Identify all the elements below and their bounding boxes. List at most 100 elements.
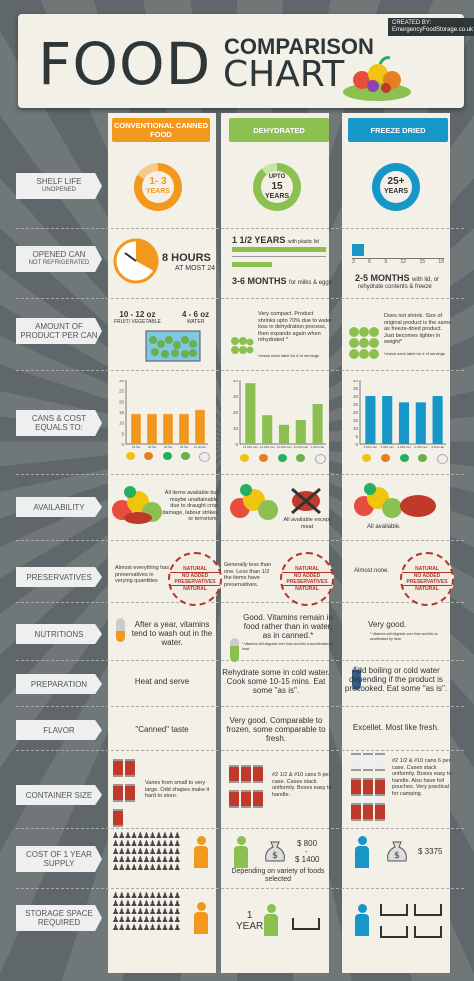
person-icon [355,836,369,868]
stamp-bottom: NATURAL [295,586,319,592]
bar [195,409,205,444]
people-grid-storage: ♟♟♟♟♟♟♟♟♟♟♟ ♟♟♟♟♟♟♟♟♟♟♟ ♟♟♟♟♟♟♟♟♟♟♟ ♟♟♟♟♟♟♟… [112,891,181,932]
corn-icon [362,454,371,462]
y-tick-label: 20 [353,410,359,415]
y-tick-label: 25 [353,402,359,407]
row-label-text: SHELF LIFE [36,177,82,186]
bed-icon [292,918,320,930]
peas-icon [296,454,306,462]
nutrition-dehydrated-note: * Vitamins will degrade over time and th… [242,642,334,651]
egg-icon [437,454,448,464]
row-separator [16,602,464,603]
row-label-container: CONTAINER SIZE [16,785,102,805]
can-icon [241,790,251,808]
cans-stack-dehydrated [228,764,272,814]
shelf-value: 25+ [387,176,405,187]
person-icon [355,904,369,936]
stamp-mid: NO ADDED PRESERVATIVES [282,572,332,586]
credit-line2: EmergencyFoodStorage.co.uk [392,27,474,33]
shelf-prefix: UPTO [268,174,286,180]
row-label-shelf-life: SHELF LIFE UNOPENED [16,173,102,199]
container-dehydrated: #2 1/2 & #10 cans 6 per case. Cases stac… [272,772,332,798]
bar [147,414,157,444]
chart-freeze-dried: 0 5 10 15 20 25 30 35 40 4 #10 can 4 #10 can 4 #10 … [350,378,446,449]
bar [382,396,393,444]
row-label-sub: NOT REFRIGERATED [28,260,90,266]
opened-dehyd-a: 1 1/2 YEARS with plastic lid [232,235,319,245]
corn-icon [240,454,249,462]
people-grid-canned: ♟♟♟♟♟♟♟♟♟♟♟ ♟♟♟♟♟♟♟♟♟♟♟ ♟♟♟♟♟♟♟♟♟♟♟ ♟♟♟♟♟♟♟… [112,831,181,872]
storage-number: 1 [246,910,253,921]
carrot-icon [144,452,154,460]
preparation-freeze: Add boiling or cold water depending if t… [344,666,448,693]
chart-icons-freeze [362,454,448,464]
preservatives-dehydrated: Generally less than one. Less than 1/2 t… [224,562,272,588]
svg-text:$: $ [272,851,278,861]
fruit-bowl-icon [343,56,411,101]
opened-dehyd-b-small: for milks & eggs [289,280,332,286]
amount-canned-a-small: FRUIT/ VEGETABLE [114,319,161,325]
row-label-amount: AMOUNT OF PRODUCT PER CAN [16,318,102,344]
row-separator [16,228,464,229]
opened-dehyd-a-big: 1 1/2 YEARS [232,235,286,245]
no-preservatives-stamp: NATURAL NO ADDED PRESERVATIVES NATURAL [280,552,334,606]
opened-freeze-text: 2-5 MONTHS with lid, or [355,273,439,283]
nutrition-level-freeze [352,666,361,690]
can-icon [113,759,123,777]
category-label: 14 #10 can [260,445,275,448]
bar [163,414,173,444]
bar [179,414,189,444]
column-freeze-dried-bg [342,113,450,973]
can-icon [375,803,385,821]
preparation-dehydrated: Rehydrate some in cold water. Cook some … [222,668,330,695]
cost-dehyd-low: $ 800 [297,839,318,848]
storage-one-year: 1 YEAR [236,910,263,932]
can-icon [351,803,361,821]
can-icon [125,759,135,777]
bar [278,424,290,444]
credit-badge: CREATED BY: EmergencyFoodStorage.co.uk [388,18,474,36]
food-pile-icon [112,486,162,524]
y-tick-label: 0 [121,442,124,447]
scale-tick: 9 [384,259,388,265]
food-pile-icon [354,483,436,518]
amount-canned-a: 10 - 12 oz FRUIT/ VEGETABLE [114,310,161,325]
y-tick-label: 0 [355,442,358,447]
scale-tick: 18 [438,259,444,265]
column-header-dehydrated: DEHYDRATED [229,118,329,142]
egg-icon [199,452,210,462]
opened-dehyd-bar-b [232,262,272,267]
category-label: 4 #10 can [414,445,428,448]
amount-canned-b-big: 4 - 6 oz [182,310,210,319]
opened-dehyd-a-small: with plastic lid [287,239,319,245]
opened-freeze-big: 2-5 MONTHS [355,273,410,283]
opened-canned-max: AT MOST 24 [175,265,216,272]
bar-chart-svg: 0 5 10 15 20 25 30 15 lbs 20 lbs 20 lbs 25 lbs 11 d… [119,378,208,449]
clock-icon [113,238,159,284]
can-icon [113,784,123,802]
amount-canned-b: 4 - 6 oz WATER [182,310,209,325]
can-icon [253,790,263,808]
y-tick-label: 40 [233,380,239,383]
category-label: 1 #10 can [311,445,325,448]
row-label-preparation: PREPARATION [16,674,102,694]
availability-canned: All items available but maybe unattainab… [162,490,218,522]
amount-freeze-note: *check each label for # of servings [384,351,445,356]
bed-icon [380,926,408,938]
opened-canned-hours: 8 HOURS [162,252,211,264]
amount-freeze-text: Does not shrink. Size of original produc… [384,313,452,345]
nutrition-dehydrated: Good. Vitamins remain in food rather tha… [243,613,333,640]
category-label: 25 lbs [180,445,189,448]
bar [131,414,141,444]
no-meat-icon [291,487,321,515]
category-label: 4 #10 can [381,445,395,448]
stamp-bottom: NATURAL [415,586,439,592]
food-pile-icon [230,484,278,520]
cost-freeze: $ 3375 [418,847,443,856]
peas-in-water-icon [145,330,201,362]
preservatives-canned: Almost everything has preservatives in v… [115,565,170,584]
bed-icon [414,904,442,916]
dehydrated-peas-icon [231,337,254,354]
